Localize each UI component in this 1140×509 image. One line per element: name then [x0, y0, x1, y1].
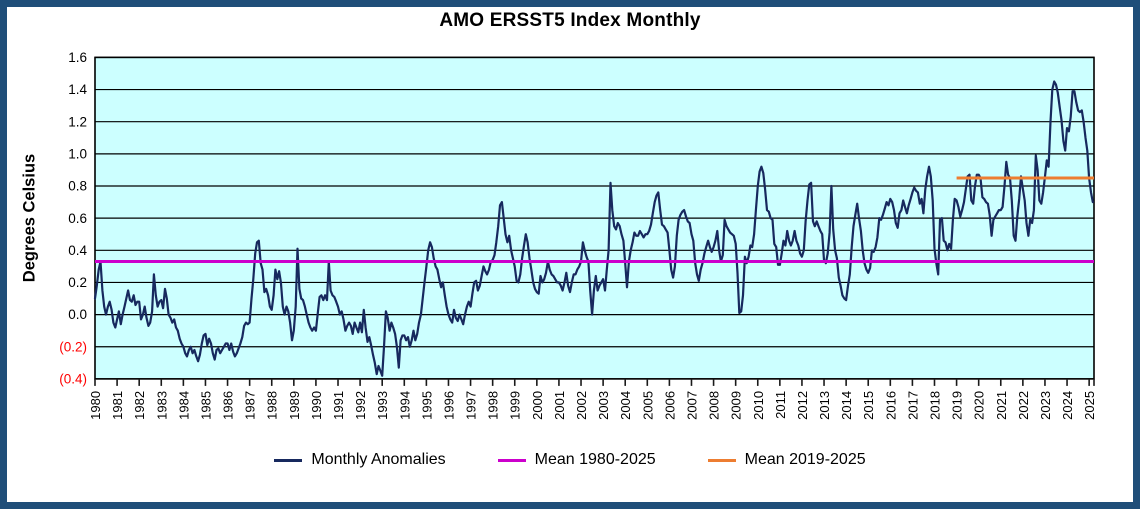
svg-text:2005: 2005 — [640, 391, 655, 420]
svg-text:1992: 1992 — [353, 391, 368, 420]
svg-text:1989: 1989 — [287, 391, 302, 420]
svg-text:0.0: 0.0 — [68, 307, 87, 322]
svg-text:2014: 2014 — [839, 391, 854, 420]
svg-text:2025: 2025 — [1082, 391, 1097, 420]
svg-text:2010: 2010 — [751, 391, 766, 420]
legend-label: Monthly Anomalies — [311, 451, 446, 468]
svg-text:2024: 2024 — [1060, 391, 1075, 420]
y-axis-title: Degrees Celsius — [20, 153, 39, 283]
svg-text:1984: 1984 — [176, 391, 191, 420]
legend-item-mean-1980-2025: Mean 1980-2025 — [497, 451, 656, 469]
svg-text:2019: 2019 — [950, 391, 965, 420]
svg-text:2018: 2018 — [927, 391, 942, 420]
svg-text:2003: 2003 — [596, 391, 611, 420]
svg-text:2009: 2009 — [729, 391, 744, 420]
svg-text:2016: 2016 — [883, 391, 898, 420]
svg-text:1994: 1994 — [397, 391, 412, 420]
legend-line-swatch-mean-full — [497, 458, 526, 462]
legend-item-mean-2019-2025: Mean 2019-2025 — [707, 451, 866, 469]
svg-text:2011: 2011 — [773, 391, 788, 419]
svg-text:2012: 2012 — [795, 391, 810, 420]
svg-text:1.2: 1.2 — [68, 114, 87, 129]
svg-text:1986: 1986 — [221, 391, 236, 420]
legend-label: Mean 2019-2025 — [744, 451, 866, 468]
svg-text:1983: 1983 — [154, 391, 169, 420]
svg-text:1985: 1985 — [198, 391, 213, 420]
svg-text:1997: 1997 — [464, 391, 479, 420]
svg-text:1996: 1996 — [441, 391, 456, 420]
svg-text:2021: 2021 — [994, 391, 1009, 420]
svg-text:(0.4): (0.4) — [59, 372, 87, 387]
svg-text:1987: 1987 — [243, 391, 258, 420]
svg-text:2002: 2002 — [574, 391, 589, 420]
legend-line-swatch-mean-recent — [707, 458, 736, 462]
svg-text:0.2: 0.2 — [68, 275, 87, 290]
svg-text:1980: 1980 — [88, 391, 103, 420]
svg-text:1999: 1999 — [508, 391, 523, 420]
svg-text:2015: 2015 — [861, 391, 876, 420]
svg-text:2017: 2017 — [905, 391, 920, 420]
svg-text:1995: 1995 — [419, 391, 434, 420]
svg-text:1993: 1993 — [375, 391, 390, 420]
svg-text:1991: 1991 — [331, 391, 346, 420]
svg-text:2001: 2001 — [552, 391, 567, 420]
svg-text:1981: 1981 — [110, 391, 125, 420]
svg-text:0.8: 0.8 — [68, 179, 87, 194]
svg-text:2004: 2004 — [618, 391, 633, 420]
svg-text:1.4: 1.4 — [68, 82, 87, 97]
svg-text:2006: 2006 — [662, 391, 677, 420]
svg-text:1.6: 1.6 — [68, 50, 87, 65]
svg-text:1990: 1990 — [309, 391, 324, 420]
legend-line-swatch-monthly — [274, 458, 303, 462]
svg-text:(0.2): (0.2) — [59, 339, 87, 354]
legend: Monthly Anomalies Mean 1980-2025 Mean 20… — [0, 451, 1140, 469]
svg-text:2022: 2022 — [1016, 391, 1031, 420]
svg-text:2008: 2008 — [707, 391, 722, 420]
svg-text:2020: 2020 — [972, 391, 987, 420]
svg-text:1988: 1988 — [265, 391, 280, 420]
svg-text:1998: 1998 — [486, 391, 501, 420]
svg-text:2013: 2013 — [817, 391, 832, 420]
svg-text:2000: 2000 — [530, 391, 545, 420]
page-title: AMO ERSST5 Index Monthly — [439, 10, 701, 31]
legend-item-monthly-anomalies: Monthly Anomalies — [274, 451, 446, 469]
svg-text:2023: 2023 — [1038, 391, 1053, 420]
svg-text:0.4: 0.4 — [68, 243, 87, 258]
svg-text:2007: 2007 — [684, 391, 699, 420]
legend-label: Mean 1980-2025 — [534, 451, 656, 468]
svg-text:0.6: 0.6 — [68, 211, 87, 226]
svg-text:1982: 1982 — [132, 391, 147, 420]
svg-text:1.0: 1.0 — [68, 146, 87, 161]
